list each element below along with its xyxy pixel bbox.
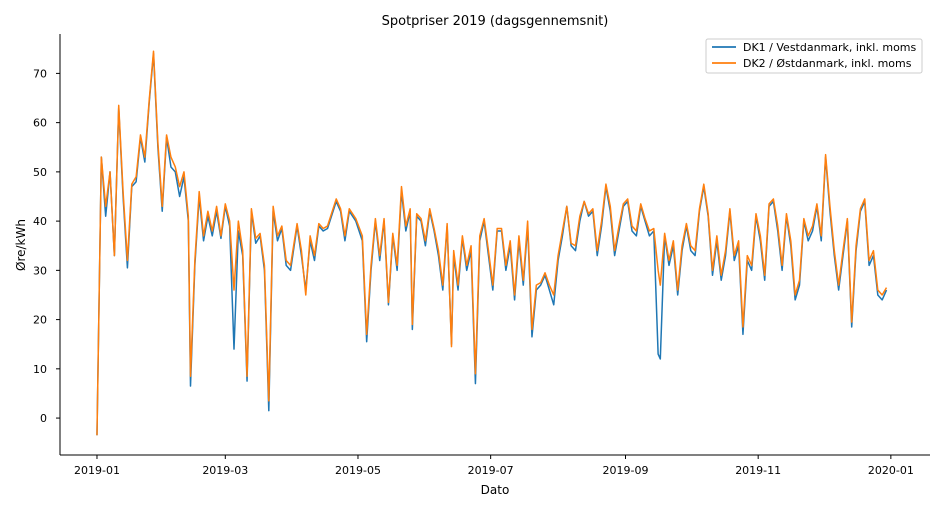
x-tick-label: 2019-01 — [74, 464, 120, 477]
legend-label-dk1: DK1 / Vestdanmark, inkl. moms — [743, 41, 917, 54]
x-tick-label: 2019-03 — [202, 464, 248, 477]
y-axis-title: Øre/kWh — [14, 219, 28, 271]
y-tick-label: 10 — [33, 363, 47, 376]
axes — [59, 34, 930, 456]
chart-title: Spotpriser 2019 (dagsgennemsnit) — [382, 14, 609, 29]
legend-label-dk2: DK2 / Østdanmark, inkl. moms — [743, 57, 912, 70]
y-tick-label: 60 — [33, 117, 47, 130]
x-tick-label: 2019-11 — [735, 464, 781, 477]
x-tick-label: 2019-07 — [468, 464, 514, 477]
x-axis-title: Dato — [481, 483, 510, 497]
x-tick-label: 2019-09 — [603, 464, 649, 477]
legend-box — [705, 38, 923, 74]
legend: DK1 / Vestdanmark, inkl. moms DK2 / Østd… — [705, 38, 923, 74]
y-tick-label: 70 — [33, 67, 47, 80]
x-tick-label: 2019-05 — [335, 464, 381, 477]
series-line-dk1 — [96, 52, 888, 436]
y-tick-label: 40 — [33, 215, 47, 228]
y-tick-label: 50 — [33, 166, 47, 179]
x-ticks: 2019-01 2019-03 2019-05 2019-07 2019-09 2019-… — [74, 455, 914, 477]
x-tick-label: 2020-01 — [868, 464, 914, 477]
y-tick-label: 20 — [33, 314, 47, 327]
plot-area — [96, 50, 888, 436]
y-ticks: 0 10 20 30 40 50 60 70 — [33, 67, 60, 425]
y-tick-label: 30 — [33, 264, 47, 277]
series-line-dk2 — [96, 50, 888, 436]
y-tick-label: 0 — [40, 412, 47, 425]
